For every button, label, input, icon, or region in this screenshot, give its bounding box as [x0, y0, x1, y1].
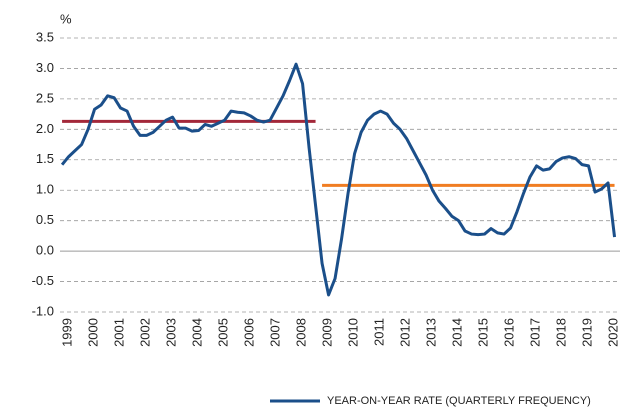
y-tick-label: 0.0 — [36, 243, 54, 258]
y-tick-label: -1.0 — [32, 303, 54, 318]
series-line — [60, 62, 617, 297]
x-tick-label: 2002 — [138, 318, 153, 347]
x-tick-label: 2008 — [294, 318, 309, 347]
y-tick-label: 0.5 — [36, 212, 54, 227]
x-tick-label: 2017 — [527, 318, 542, 347]
x-tick-label: 2015 — [475, 318, 490, 347]
x-tick-label: 2020 — [605, 318, 620, 347]
x-tick-label: 2012 — [397, 318, 412, 347]
x-tick-label: 2003 — [164, 318, 179, 347]
grid — [60, 37, 620, 313]
x-tick-label: 2000 — [86, 318, 101, 347]
x-tick-label: 2011 — [371, 318, 386, 346]
x-tick-label: 2019 — [579, 318, 594, 347]
x-tick-label: 2016 — [501, 318, 516, 347]
x-tick-label: 2014 — [449, 318, 464, 347]
legend-label: YEAR-ON-YEAR RATE (QUARTERLY FREQUENCY) — [327, 395, 591, 407]
x-tick-label: 2004 — [190, 318, 205, 347]
y-tick-label: -0.5 — [32, 273, 54, 288]
x-tick-label: 2009 — [319, 318, 334, 347]
x-tick-label: 2001 — [112, 318, 127, 347]
y-tick-label: 2.5 — [36, 90, 54, 105]
x-tick-label: 1999 — [60, 318, 75, 347]
x-tick-label: 2006 — [242, 318, 257, 347]
x-tick-label: 2007 — [268, 318, 283, 347]
y-tick-label: 1.0 — [36, 182, 54, 197]
x-tick-label: 2018 — [553, 318, 568, 347]
unit-label: % — [60, 11, 72, 26]
marks — [60, 62, 617, 297]
y-tick-label: 2.0 — [36, 121, 54, 136]
y-tick-label: 3.5 — [36, 29, 54, 44]
x-tick-label: 2010 — [345, 318, 360, 347]
x-tick-label: 2005 — [216, 318, 231, 347]
x-tick-label: 2013 — [423, 318, 438, 347]
y-tick-label: 1.5 — [36, 151, 54, 166]
y-tick-label: 3.0 — [36, 60, 54, 75]
